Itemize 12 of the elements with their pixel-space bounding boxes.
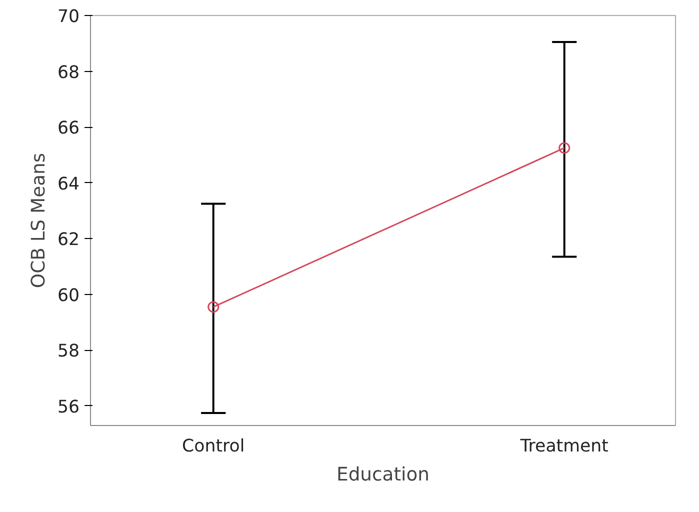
y-tick-label: 68 [57, 62, 80, 83]
y-tick-label: 62 [57, 230, 80, 250]
x-tick-label: Treatment [519, 436, 609, 456]
y-tick-label: 64 [57, 174, 80, 194]
y-tick-label: 58 [57, 342, 80, 362]
y-tick-label: 66 [57, 118, 80, 139]
x-axis-title: Education [336, 464, 430, 486]
y-tick-label: 60 [57, 286, 80, 306]
y-tick-label: 70 [57, 7, 80, 27]
y-tick-label: 56 [57, 397, 80, 418]
y-axis-title: OCB LS Means [28, 152, 50, 288]
x-tick-label: Control [182, 436, 245, 456]
